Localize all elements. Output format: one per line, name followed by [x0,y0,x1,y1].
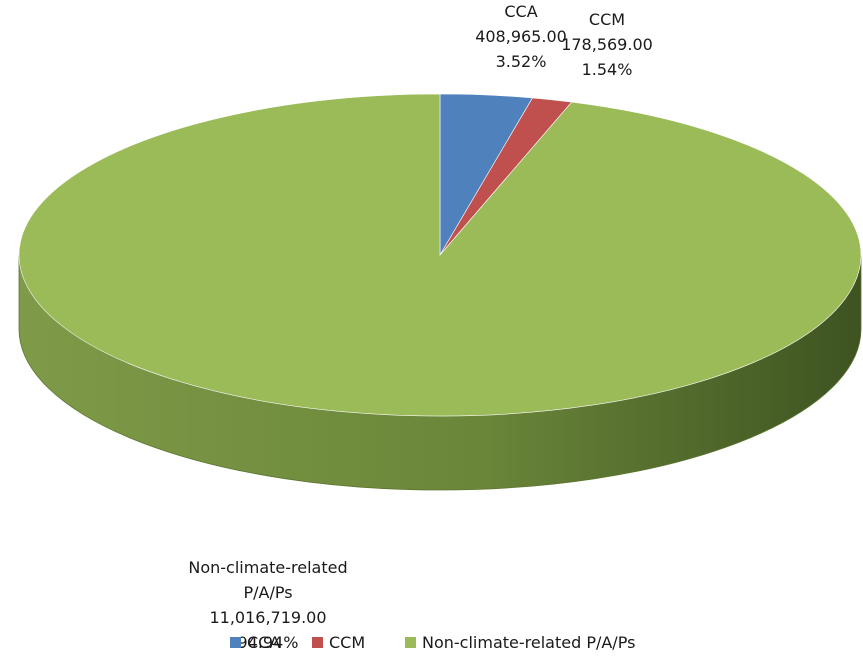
legend: CCA CCM Non-climate-related P/A/Ps [230,633,635,652]
data-label-value: 178,569.00 [561,35,653,54]
pie-slice-non-climate-related-p-a-ps [18,93,862,417]
data-label-value: 408,965.00 [475,27,567,46]
data-label-percent: 3.52% [496,52,547,71]
legend-label: CCM [329,633,365,652]
data-label-ccm: CCM 178,569.00 1.54% [561,10,653,79]
data-label-percent: 94.94% [237,633,298,652]
legend-swatch [230,637,241,648]
legend-item-cca: CCA [230,633,280,652]
pie-top [18,93,862,417]
legend-swatch [312,637,323,648]
data-label-name: Non-climate-related [188,558,347,577]
data-label-value: 11,016,719.00 [209,608,326,627]
legend-label: Non-climate-related P/A/Ps [422,633,635,652]
data-label-name: P/A/Ps [243,583,292,602]
data-labels: CCA 408,965.00 3.52% CCM 178,569.00 1.54% Non-… [188,2,652,652]
data-label-name: CCM [589,10,625,29]
data-label-cca: CCA 408,965.00 3.52% [475,2,567,71]
legend-label: CCA [247,633,280,652]
legend-item-ccm: CCM [312,633,365,652]
data-label-non-climate-related-p-a-ps: Non-climate-related P/A/Ps 11,016,719.00 94… [188,558,347,652]
legend-item-non-climate-related-p-a-ps: Non-climate-related P/A/Ps [405,633,635,652]
data-label-name: CCA [504,2,537,21]
data-label-percent: 1.54% [582,60,633,79]
legend-swatch [405,637,416,648]
